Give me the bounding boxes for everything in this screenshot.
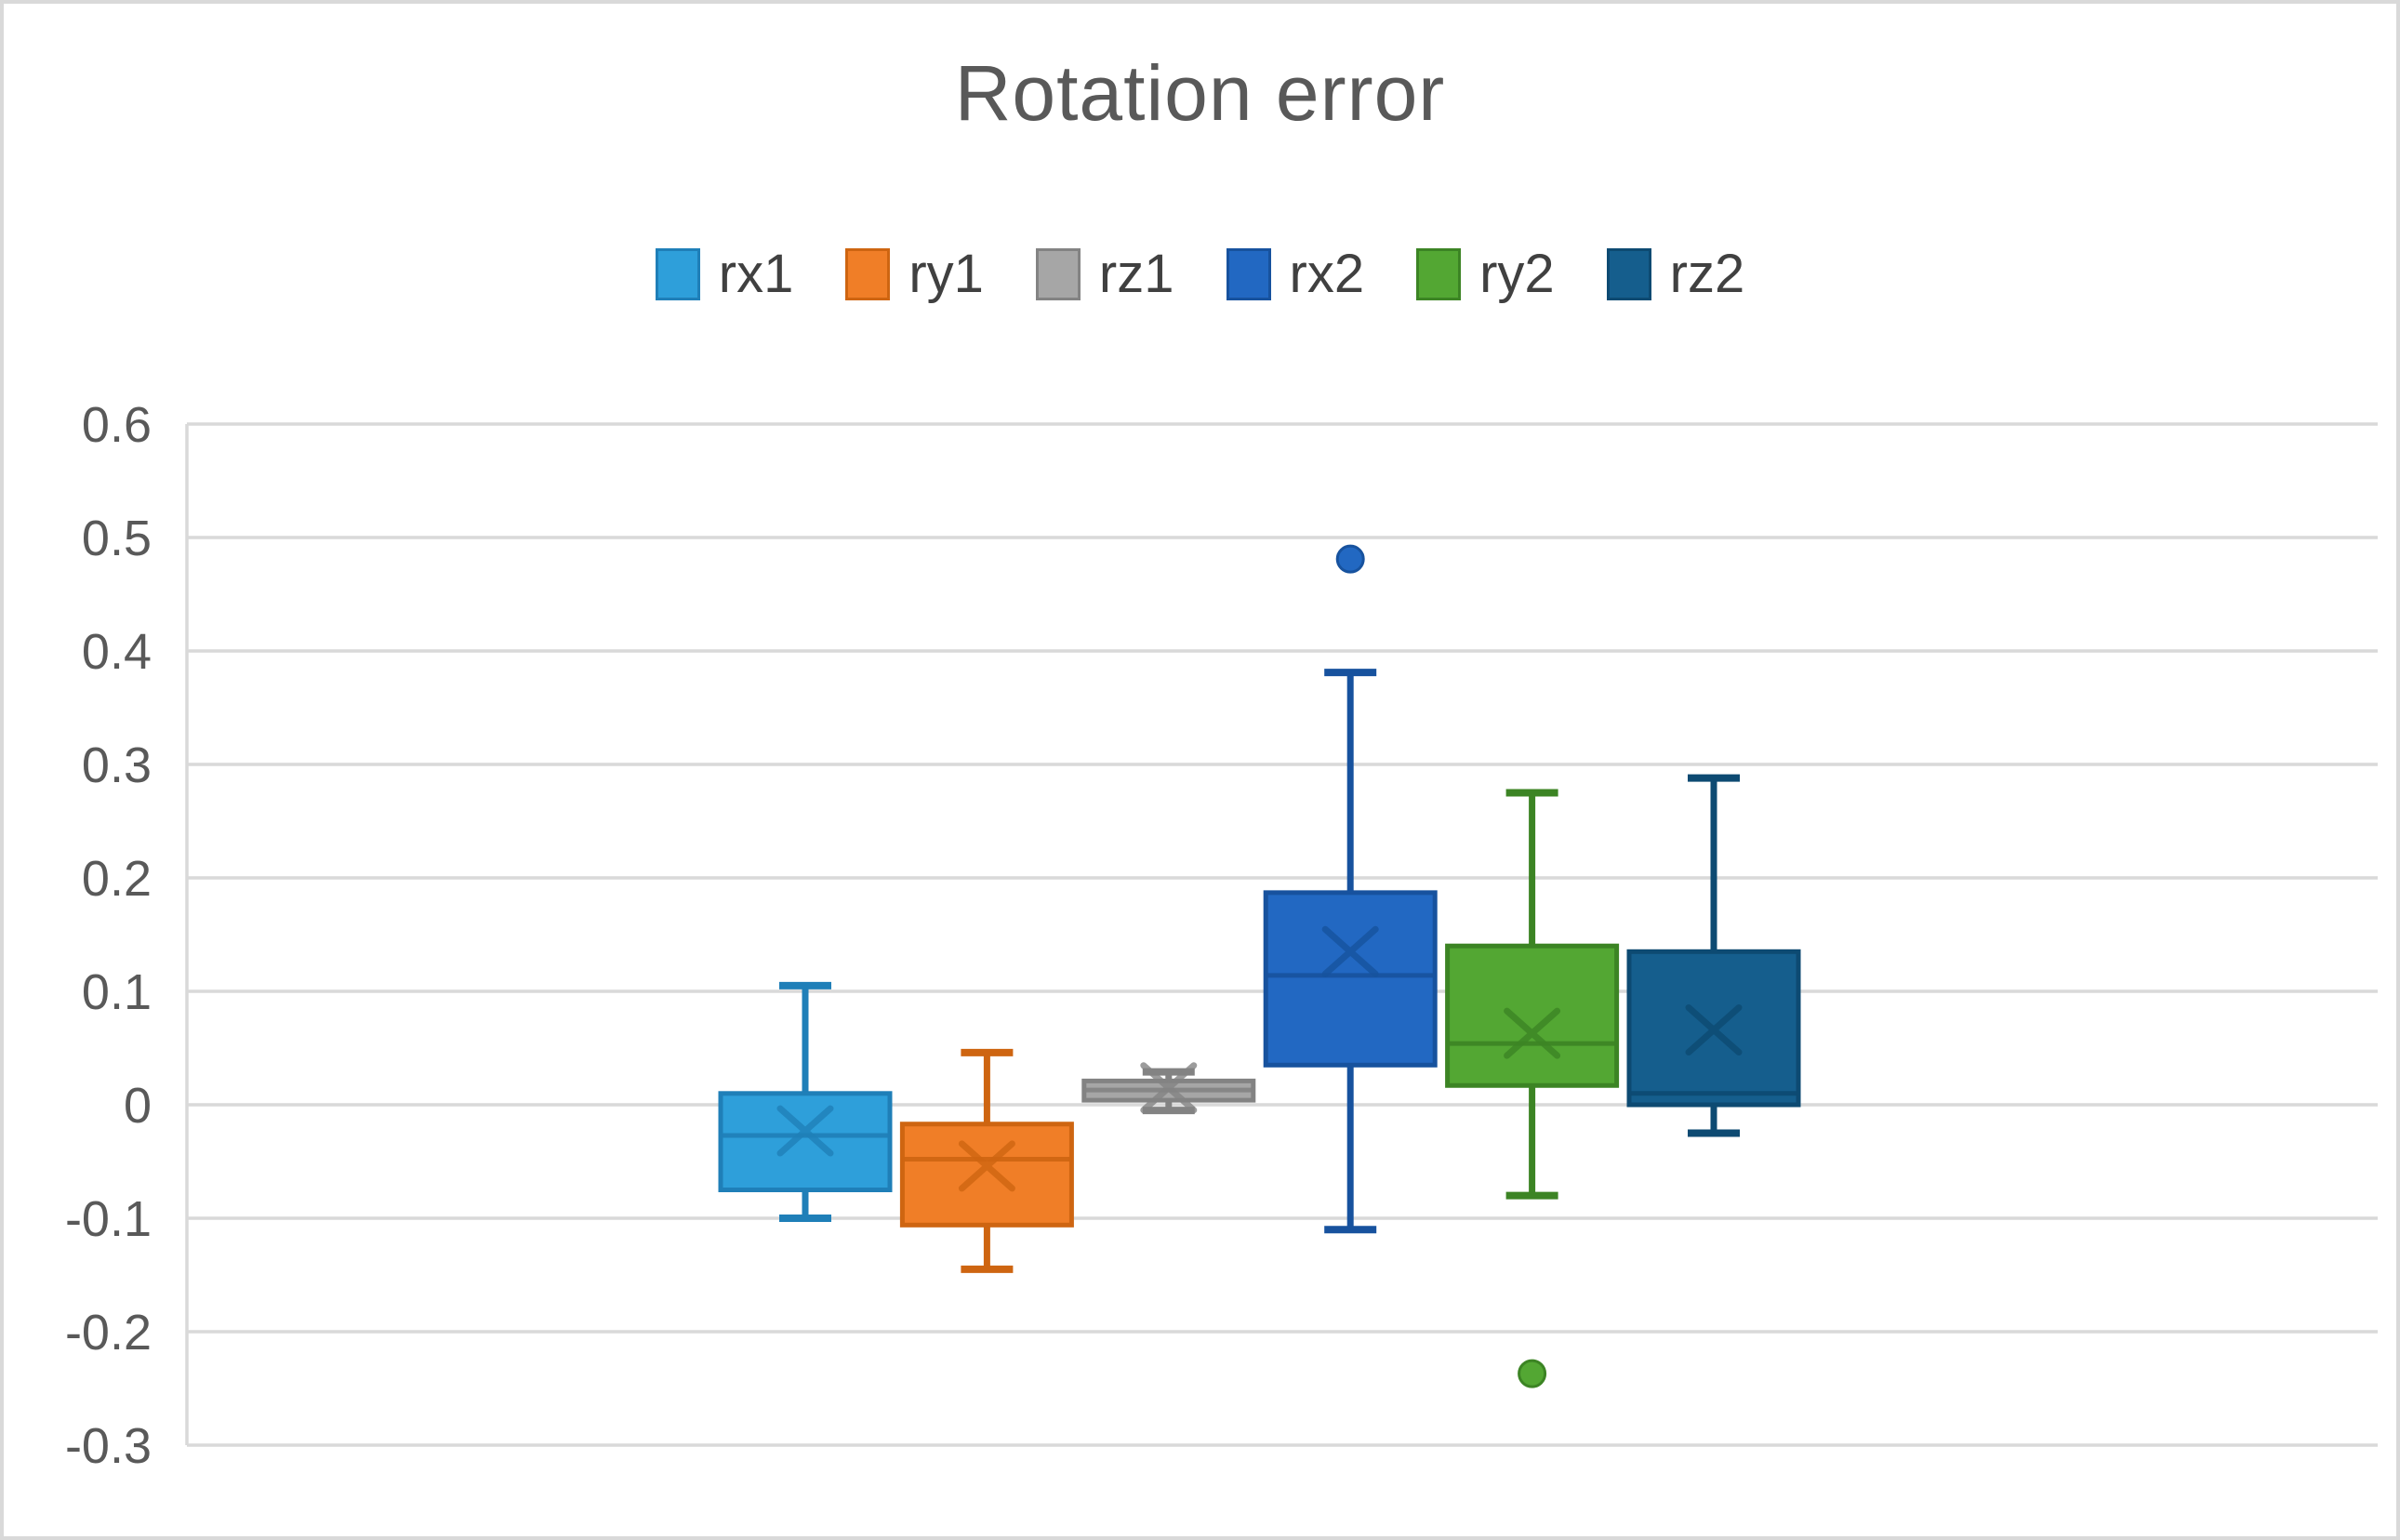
plot-area: 0.6 0.5 0.4 0.3 0.2 0.1 0 -0.1 -0.2 -0.3 [65, 397, 2378, 1474]
mean-marker-rx2 [1321, 925, 1379, 977]
legend-swatch-icon [655, 248, 700, 300]
legend-label: ry2 [1479, 244, 1555, 304]
legend-item-rx2: rx2 [1226, 244, 1365, 304]
mean-marker-rz2 [1685, 1003, 1743, 1055]
y-tick-label: 0.3 [82, 737, 152, 793]
legend-label: rx2 [1289, 244, 1365, 304]
box-ry1 [899, 1122, 1074, 1228]
legend-label: rz2 [1669, 244, 1745, 304]
legend-swatch-icon [1035, 248, 1081, 300]
outlier-point-ry2 [1518, 1359, 1547, 1388]
box-ry2 [1445, 943, 1620, 1088]
legend-item-ry1: ry1 [845, 247, 984, 301]
y-tick-label: -0.3 [65, 1418, 152, 1474]
legend-item-rx1: rx1 [655, 244, 794, 304]
legend-item-ry2: ry2 [1416, 247, 1555, 301]
legend-swatch-icon [1416, 248, 1462, 300]
y-tick-label: 0.4 [82, 624, 152, 680]
y-tick-label: -0.1 [65, 1191, 152, 1247]
mean-marker-ry2 [1504, 1007, 1561, 1059]
y-tick-label: 0.2 [82, 851, 152, 907]
legend-label: ry1 [908, 244, 984, 304]
y-tick-label: 0.6 [82, 397, 152, 453]
legend-item-rz1: rz1 [1035, 244, 1174, 304]
legend-label: rz1 [1098, 244, 1174, 304]
chart-title: Rotation error [954, 49, 1446, 137]
legend-swatch-icon [845, 248, 891, 300]
y-tick-label: -0.2 [65, 1305, 152, 1361]
box-rx2 [1263, 890, 1438, 1068]
y-tick-label: 0.5 [82, 511, 152, 566]
mean-marker-rz1 [1140, 1062, 1198, 1114]
legend-swatch-icon [1226, 248, 1271, 300]
legend: rx1 ry1 rz1 rx2 ry2 rz2 [4, 247, 2396, 301]
mean-marker-rx1 [776, 1105, 834, 1157]
legend-swatch-icon [1606, 248, 1651, 300]
mean-marker-ry1 [958, 1140, 1015, 1192]
legend-label: rx1 [718, 244, 794, 304]
y-tick-label: 0 [124, 1078, 152, 1134]
legend-item-rz2: rz2 [1606, 244, 1745, 304]
outlier-point-rx2 [1335, 544, 1365, 574]
box-rx1 [718, 1091, 893, 1193]
y-tick-label: 0.1 [82, 964, 152, 1020]
